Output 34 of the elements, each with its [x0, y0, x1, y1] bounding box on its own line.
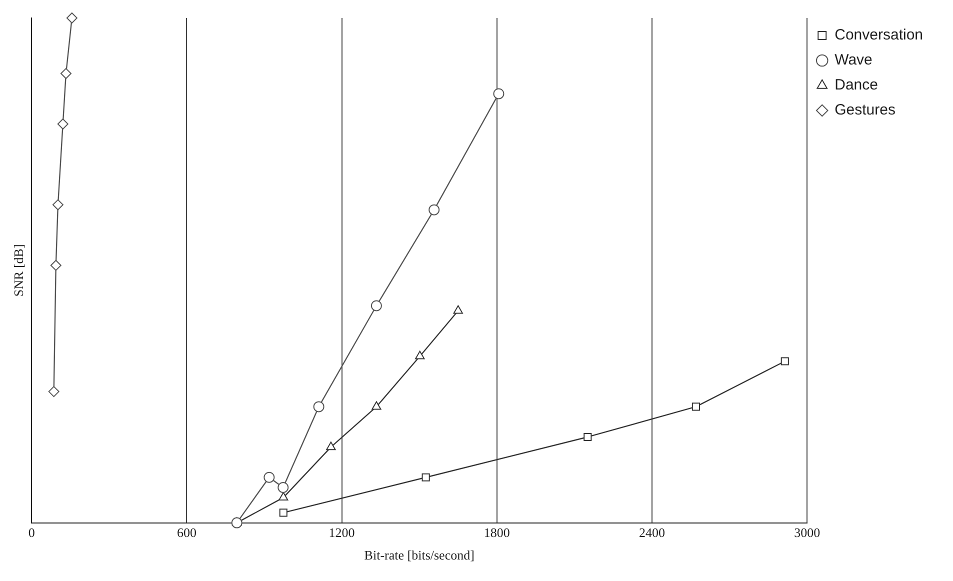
- point: [231, 517, 242, 528]
- point: [370, 300, 382, 312]
- point: [428, 204, 440, 216]
- point: [57, 118, 68, 130]
- point: [60, 68, 72, 80]
- point: [279, 508, 288, 517]
- legend-label: Wave: [834, 52, 872, 69]
- x-axis-title: Bit-rate [bits/second]: [364, 548, 474, 563]
- point: [584, 432, 592, 442]
- legend-label: Conversation: [834, 26, 924, 44]
- point: [415, 350, 425, 360]
- point: [493, 88, 504, 100]
- legend-label: Dance: [834, 76, 878, 94]
- point: [278, 492, 288, 501]
- point: [422, 473, 430, 482]
- point: [780, 357, 789, 366]
- point: [66, 12, 78, 24]
- point: [278, 482, 289, 493]
- point: [692, 402, 700, 411]
- x-tick-label: 1800: [484, 525, 510, 540]
- point: [50, 260, 62, 271]
- point: [52, 199, 64, 210]
- x-tick-label: 0: [28, 525, 35, 540]
- point: [313, 401, 324, 412]
- y-axis-title: SNR [dB]: [11, 244, 26, 297]
- point: [326, 442, 336, 450]
- x-tick-label: 2400: [639, 525, 666, 540]
- x-tick-label: 1200: [328, 525, 355, 540]
- x-tick-label: 3000: [794, 525, 820, 540]
- point: [453, 305, 463, 314]
- point: [264, 472, 275, 483]
- x-tick-label: 600: [176, 525, 196, 540]
- legend-label: Gestures: [834, 102, 896, 119]
- point: [372, 401, 382, 410]
